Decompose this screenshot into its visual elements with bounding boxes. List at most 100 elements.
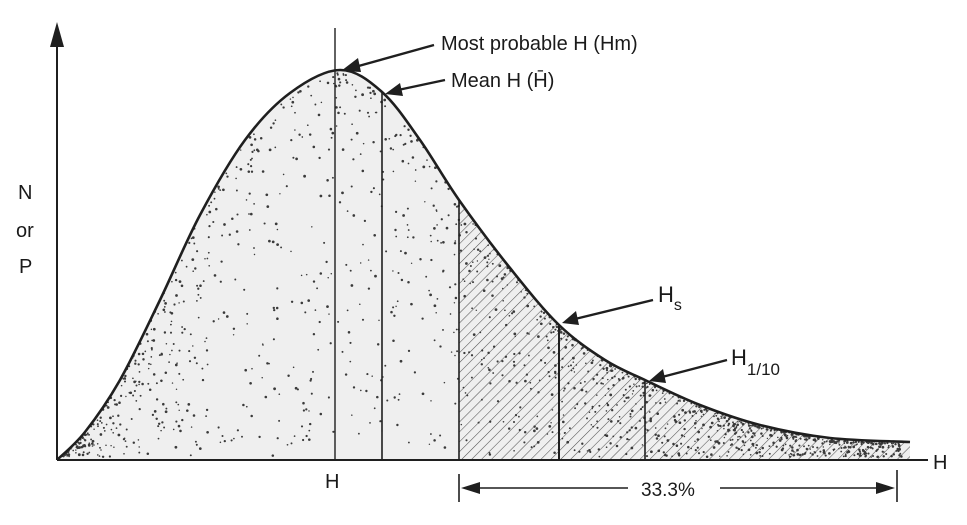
stipple-dot (856, 452, 860, 456)
stipple-dot (170, 323, 172, 326)
stipple-dot (648, 411, 651, 413)
stipple-dot (433, 439, 436, 442)
stipple-dot (656, 412, 660, 416)
stipple-dot (739, 420, 741, 423)
stipple-dot (247, 170, 251, 173)
x-tick-label: H (325, 471, 339, 493)
stipple-dot (327, 148, 331, 151)
stipple-dot (370, 190, 373, 194)
stipple-dot (307, 299, 311, 302)
stipple-dot (456, 350, 459, 353)
stipple-dot (222, 311, 226, 314)
stipple-dot (119, 423, 122, 426)
stipple-dot (752, 432, 755, 435)
stipple-dot (124, 374, 127, 378)
stipple-dot (483, 256, 487, 259)
stipple-dot (182, 300, 185, 303)
stipple-dot (144, 350, 147, 353)
stipple-dot (394, 210, 398, 214)
stipple-dot (255, 148, 259, 152)
stipple-dot (407, 349, 411, 353)
stipple-dot (384, 138, 387, 141)
stipple-dot (591, 407, 594, 410)
stipple-dot (852, 441, 855, 444)
stipple-dot (687, 445, 690, 449)
stipple-dot (775, 445, 778, 448)
stipple-dot (512, 420, 516, 424)
stipple-dot (349, 341, 352, 344)
stipple-dot (187, 403, 191, 406)
stipple-dot (575, 364, 578, 366)
stipple-dot (150, 356, 153, 358)
stipple-dot (744, 435, 747, 438)
stipple-dot (242, 403, 245, 407)
stipple-dot (326, 179, 329, 182)
stipple-dot (335, 97, 338, 99)
stipple-dot (784, 443, 787, 446)
stipple-dot (525, 373, 529, 376)
stipple-dot (192, 414, 196, 417)
stipple-dot (468, 351, 471, 354)
stipple-dot (666, 423, 669, 425)
stipple-dot (891, 445, 895, 448)
stipple-dot (150, 328, 153, 331)
stipple-dot (702, 451, 705, 454)
stipple-dot (302, 438, 305, 442)
stipple-dot (352, 158, 355, 161)
stipple-dot (732, 421, 734, 424)
stipple-dot (81, 453, 85, 457)
stipple-dot (616, 404, 618, 406)
stipple-dot (626, 431, 629, 434)
stipple-dot (756, 425, 760, 429)
stipple-dot (782, 444, 785, 447)
x-axis-label: H (933, 452, 947, 474)
stipple-dot (540, 310, 543, 313)
stipple-dot (138, 446, 140, 448)
stipple-dot (609, 442, 612, 445)
stipple-dot (164, 410, 168, 414)
stipple-dot (807, 444, 810, 447)
stipple-dot (630, 409, 634, 413)
stipple-dot (721, 417, 723, 419)
stipple-dot (414, 180, 417, 182)
stipple-dot (314, 309, 317, 311)
stipple-dot (809, 452, 812, 454)
stipple-dots (61, 72, 903, 459)
range-left-arrowhead (461, 482, 480, 494)
stipple-dot (832, 449, 835, 452)
stipple-dot (413, 371, 417, 374)
stipple-dot (513, 449, 515, 452)
stipple-dot (650, 450, 653, 454)
stipple-dot (296, 388, 299, 391)
stipple-dot (672, 442, 675, 446)
stipple-dot (96, 423, 99, 426)
stipple-dot (407, 162, 410, 165)
stipple-dot (659, 402, 662, 405)
stipple-dot (649, 417, 653, 420)
stipple-dot (695, 405, 698, 408)
stipple-dot (138, 407, 141, 411)
stipple-dot (108, 455, 112, 458)
stipple-dot (596, 426, 599, 429)
stipple-dot (760, 432, 763, 435)
stipple-dot (174, 363, 178, 367)
stipple-dot (842, 455, 845, 458)
stipple-dot (788, 455, 792, 458)
stipple-dot (833, 448, 836, 451)
stipple-dot (388, 137, 391, 140)
stipple-dot (373, 233, 377, 237)
stipple-dot (236, 429, 239, 432)
stipple-dot (312, 145, 316, 149)
stipple-dot (367, 259, 370, 261)
stipple-dot (164, 302, 167, 305)
stipple-dot (809, 448, 811, 450)
y-axis-label-n: N (18, 182, 32, 204)
stipple-dot (586, 450, 589, 452)
stipple-dot (727, 422, 731, 425)
stipple-dot (266, 362, 269, 365)
stipple-dot (135, 384, 138, 387)
stipple-dot (546, 433, 549, 435)
stipple-dot (407, 441, 410, 444)
h110-arrow (649, 358, 728, 383)
stipple-dot (217, 187, 220, 190)
